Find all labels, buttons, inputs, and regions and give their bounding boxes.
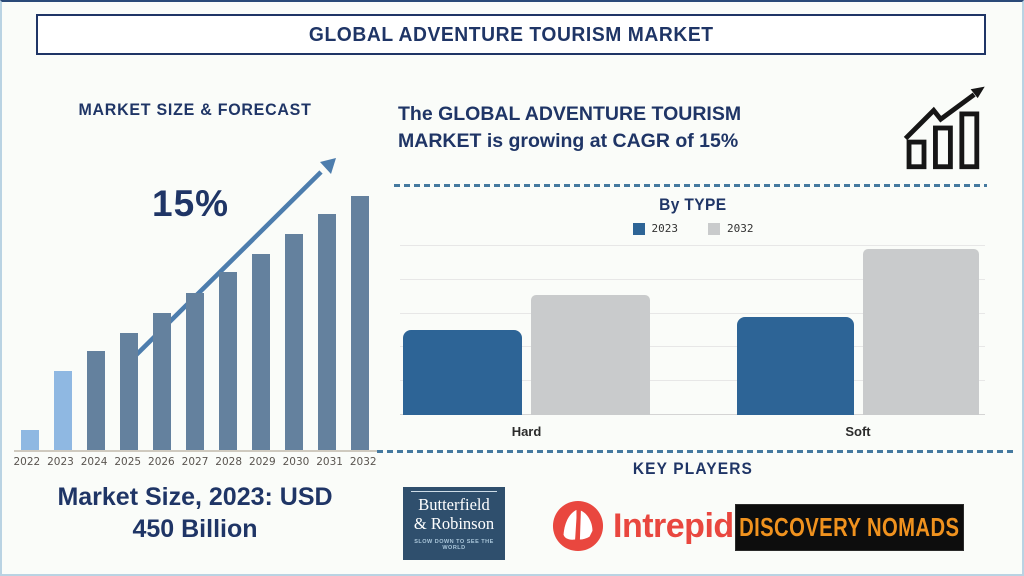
forecast-bar-2028 <box>219 272 237 450</box>
forecast-year-label: 2023 <box>47 456 74 468</box>
forecast-bar-2029 <box>252 254 270 450</box>
intrepid-wordmark: Intrepid <box>613 506 734 545</box>
intrepid-logo: Intrepid <box>552 500 734 552</box>
type-bar-soft-2032 <box>862 249 979 415</box>
type-chart-legend: 2023 2032 <box>393 222 993 235</box>
legend-item-2032: 2032 <box>708 222 754 235</box>
forecast-year-label: 2027 <box>181 456 209 468</box>
gridline <box>400 245 985 246</box>
forecast-bar-2023 <box>54 371 72 450</box>
market-size-caption: Market Size, 2023: USD 450 Billion <box>15 481 375 545</box>
legend-item-2023: 2023 <box>632 222 679 235</box>
forecast-x-axis <box>14 450 377 452</box>
forecast-bars <box>21 196 369 450</box>
gridline <box>400 346 985 347</box>
forecast-bar-2032 <box>351 196 369 450</box>
type-chart-plot <box>400 245 985 415</box>
market-size-forecast-heading: MARKET SIZE & FORECAST <box>78 100 312 119</box>
forecast-year-label: 2031 <box>316 456 343 468</box>
butterfield-robinson-logo: Butterfield & Robinson SLOW DOWN TO SEE … <box>403 487 505 560</box>
forecast-bar-2024 <box>87 351 105 450</box>
forecast-year-label: 2025 <box>114 456 142 468</box>
butterfield-line1: Butterfield <box>418 495 490 514</box>
dashed-divider-bottom <box>377 450 1017 453</box>
intrepid-mark-icon <box>552 500 604 552</box>
forecast-bar-2022 <box>21 430 39 450</box>
gridline <box>400 380 985 381</box>
legend-label: 2032 <box>727 222 754 235</box>
forecast-bar-2026 <box>153 313 171 450</box>
type-label-hard: Hard <box>511 424 542 439</box>
gridline <box>400 414 985 415</box>
forecast-bar-2025 <box>120 333 138 450</box>
forecast-bar-2027 <box>186 293 204 450</box>
forecast-year-label: 2029 <box>248 456 276 468</box>
gridline <box>400 279 985 280</box>
type-bar-hard-2032 <box>531 295 650 415</box>
dashed-divider-top <box>394 184 987 187</box>
discovery-nomads-logo: DISCOVERY NOMADS <box>735 504 964 551</box>
growth-bar-chart-icon <box>903 86 985 170</box>
cagr-statement-line2: MARKET is growing at CAGR of 15% <box>398 130 739 152</box>
key-players-heading: KEY PLAYERS <box>632 460 754 478</box>
cagr-statement-line1: The GLOBAL ADVENTURE TOURISM <box>398 103 742 125</box>
forecast-year-labels: 2022 2023 2024 2025 2026 2027 2028 2029 2030 2031… <box>10 456 380 468</box>
butterfield-line2: & Robinson <box>413 514 495 533</box>
forecast-year-label: 2028 <box>215 456 243 468</box>
legend-swatch <box>708 222 720 235</box>
forecast-year-label: 2022 <box>13 456 41 468</box>
cagr-statement: The GLOBAL ADVENTURE TOURISM MARKET is g… <box>398 101 898 155</box>
legend-label: 2023 <box>651 222 679 235</box>
type-bar-hard-2023 <box>403 330 522 415</box>
forecast-year-label: 2026 <box>148 456 175 468</box>
forecast-bar-2031 <box>318 214 336 450</box>
cagr-percent-label: 15% <box>152 183 230 224</box>
gridline <box>400 313 985 314</box>
forecast-year-label: 2030 <box>282 456 310 468</box>
page-title: GLOBAL ADVENTURE TOURISM MARKET <box>308 22 714 46</box>
type-group-soft <box>737 249 979 415</box>
forecast-bar-2030 <box>285 234 303 450</box>
forecast-year-label: 2024 <box>80 456 108 468</box>
by-type-heading: By TYPE <box>659 196 727 214</box>
market-size-caption-line1: Market Size, 2023: USD <box>57 483 333 511</box>
logo-rule <box>411 491 497 492</box>
type-bar-soft-2023 <box>737 317 854 415</box>
infographic-title-bar: GLOBAL ADVENTURE TOURISM MARKET <box>36 14 986 55</box>
type-label-soft: Soft <box>845 424 871 439</box>
forecast-year-label: 2032 <box>349 456 377 468</box>
market-size-caption-line2: 450 Billion <box>132 515 258 543</box>
discovery-nomads-wordmark: DISCOVERY NOMADS <box>739 512 960 542</box>
legend-swatch <box>632 222 645 235</box>
butterfield-tagline: SLOW DOWN TO SEE THE WORLD <box>414 539 494 551</box>
type-group-hard <box>403 295 650 415</box>
